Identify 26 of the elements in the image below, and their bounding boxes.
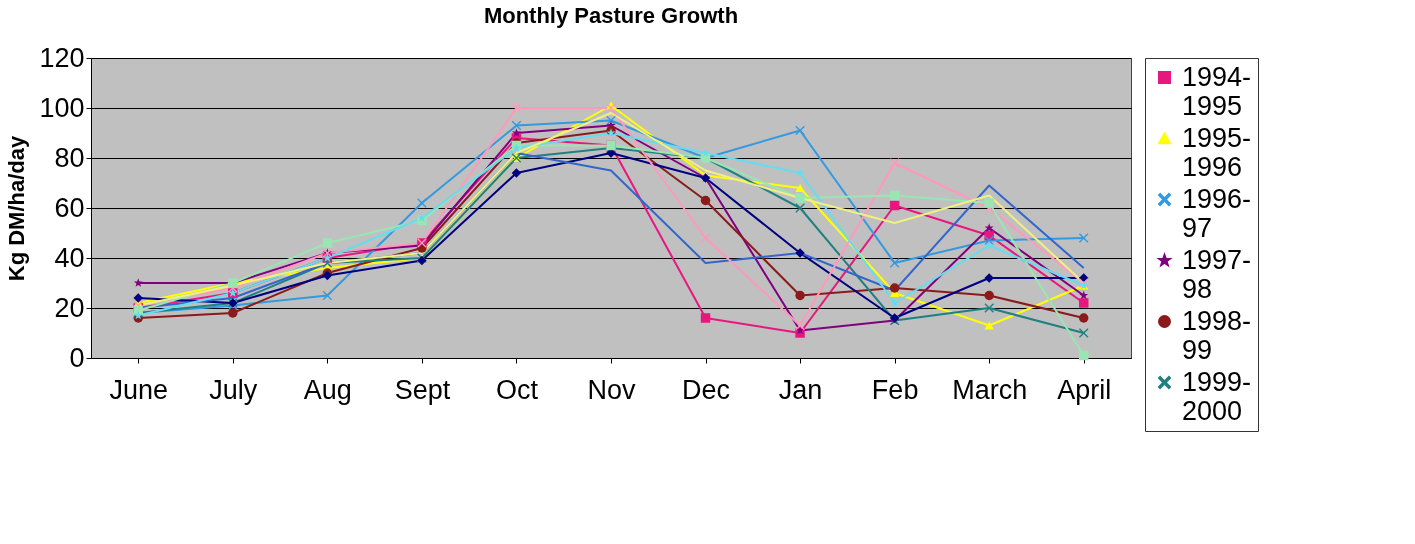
y-tick-label: 20 — [54, 292, 85, 323]
y-tick-label: 40 — [54, 242, 85, 273]
x-tick-label: April — [1057, 374, 1112, 405]
y-tick-label: 60 — [54, 192, 85, 223]
x-tick-label: Aug — [303, 374, 352, 405]
legend-label: 1997-98 — [1182, 244, 1252, 304]
legend-label: 1999-2000 — [1182, 366, 1252, 426]
chart-title: Monthly Pasture Growth — [483, 3, 739, 28]
y-axis-title: Kg DM/ha/day — [4, 135, 30, 282]
x-tick-label: Jan — [778, 374, 823, 405]
x-tick-label: Nov — [587, 374, 637, 405]
legend-label: 1995-1996 — [1182, 122, 1252, 182]
legend-label: 1994-1995 — [1182, 61, 1252, 121]
x-tick-label: Feb — [871, 374, 919, 405]
x-tick-label: March — [952, 374, 1028, 405]
y-tick-label: 0 — [69, 342, 85, 373]
x-tick-label: Dec — [682, 374, 731, 405]
legend-label: 1996-97 — [1182, 183, 1252, 243]
x-tick-label: Oct — [495, 374, 539, 405]
y-tick-label: 120 — [39, 42, 85, 73]
y-tick-label: 80 — [54, 142, 85, 173]
x-tick-label: July — [209, 374, 258, 405]
y-tick-label: 100 — [39, 92, 85, 123]
x-tick-label: June — [109, 374, 169, 405]
legend-label: 1998-99 — [1182, 305, 1252, 365]
x-tick-label: Sept — [394, 374, 451, 405]
